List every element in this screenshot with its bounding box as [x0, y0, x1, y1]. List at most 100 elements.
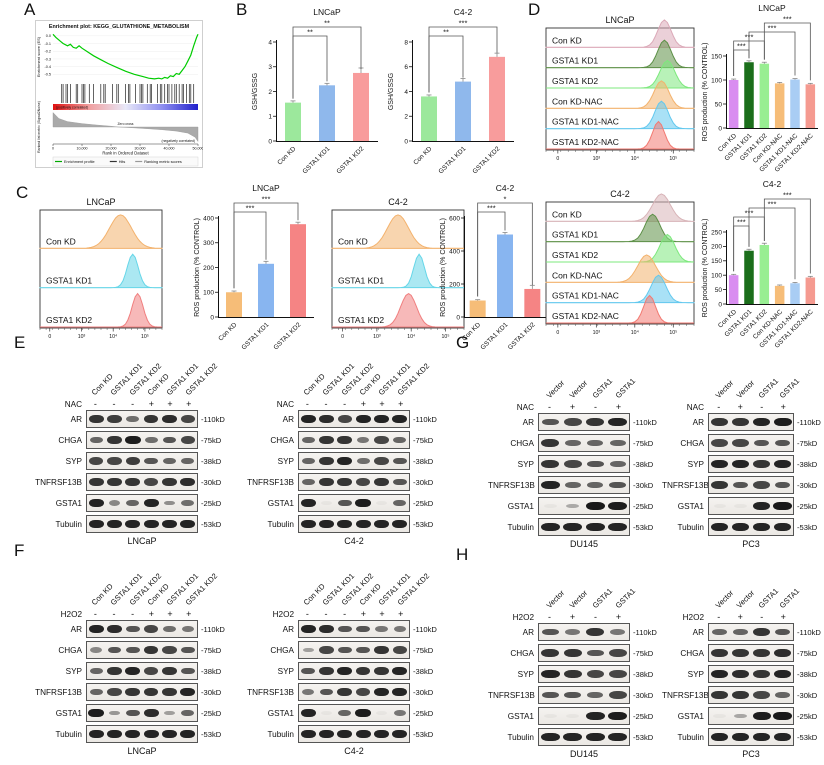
- blot-lane: [354, 663, 372, 679]
- flow-x-tick: 0: [556, 330, 559, 336]
- blot-lane: [562, 519, 585, 535]
- cell-line-label: DU145: [569, 749, 598, 759]
- blot-row-Tubulin: Tubulin -53kD: [30, 515, 240, 533]
- treatment-symbol: +: [615, 612, 622, 622]
- blot-row-SYP: SYP -38kD: [488, 455, 668, 473]
- y-tick-label: 300: [203, 240, 214, 247]
- molecular-weight-label: -110kD: [797, 417, 821, 427]
- blot-lane: [354, 411, 372, 427]
- blot-lane: [772, 456, 793, 472]
- flow-x-tick: 10⁴: [631, 330, 639, 336]
- blot-lane: [336, 663, 354, 679]
- protein-band: [300, 498, 316, 508]
- blot-lane: [372, 516, 390, 532]
- protein-band: [753, 670, 770, 678]
- blot-lane: [160, 453, 178, 469]
- protein-label: SYP: [517, 669, 534, 679]
- protein-band: [566, 504, 580, 508]
- treatment-symbol: +: [569, 612, 576, 622]
- protein-band: [374, 457, 389, 465]
- protein-band: [302, 647, 314, 653]
- blot-lane: [391, 432, 409, 448]
- protein-band: [356, 688, 371, 696]
- blot-lane: [317, 432, 335, 448]
- protein-band: [773, 501, 792, 511]
- lane-labels-row: Con KD GSTA1 KD1 GSTA1 KD2 Con KD GSTA1 KD1 G…: [30, 558, 240, 608]
- flow-title: C4-2: [388, 197, 408, 207]
- y-tick-label: 3: [268, 64, 272, 71]
- bar-GSTA1 KD2: [290, 224, 306, 317]
- blot-lane: [87, 432, 105, 448]
- molecular-weight-label: -110kD: [633, 627, 657, 637]
- blot-lane: [160, 726, 178, 742]
- blot-lane: [607, 708, 630, 724]
- lane-label: Vector: [713, 588, 736, 610]
- treatment-symbol: +: [737, 402, 743, 412]
- chart-title: C4-2: [496, 183, 515, 193]
- panel-label-g: G: [456, 333, 470, 352]
- protein-band: [162, 457, 177, 465]
- blot-lane: [179, 474, 197, 490]
- blot-strip: [538, 707, 630, 725]
- protein-band: [88, 729, 104, 739]
- protein-band: [162, 478, 177, 486]
- protein-band: [608, 732, 628, 742]
- protein-band: [710, 669, 729, 679]
- molecular-weight-label: -25kD: [633, 501, 654, 511]
- blot-lane: [105, 516, 123, 532]
- blot-lane: [179, 642, 197, 658]
- protein-band: [732, 649, 749, 657]
- blot-lane: [391, 663, 409, 679]
- protein-band: [713, 714, 726, 718]
- gsea-xlabel: Rank in Ordered Dataset: [102, 151, 149, 156]
- treatment-symbols: - - - + + +: [86, 609, 198, 619]
- blot-lane: [105, 663, 123, 679]
- protein-band: [180, 729, 196, 739]
- protein-band: [181, 626, 195, 632]
- blot-row-CHGA: CHGA -75kD: [242, 431, 452, 449]
- molecular-weight-label: -25kD: [413, 708, 434, 718]
- protein-band: [587, 481, 604, 489]
- blot-lane: [562, 498, 585, 514]
- x-category-label: Con KD: [217, 321, 238, 342]
- blot-lane: [317, 621, 335, 637]
- flow-curve-GSTA1 KD1-NAC: [545, 100, 695, 130]
- treatment-row: NAC - + - +: [662, 401, 824, 413]
- protein-band: [753, 460, 770, 468]
- protein-band: [753, 691, 770, 699]
- protein-band: [107, 646, 122, 654]
- blot-lane: [751, 645, 772, 661]
- protein-band: [301, 689, 315, 695]
- treatment-symbol: -: [93, 399, 97, 409]
- blot-lane: [372, 705, 390, 721]
- blot-row-AR: AR -110kD: [488, 623, 668, 641]
- blot-lane: [354, 516, 372, 532]
- treatment-symbol: -: [343, 609, 347, 619]
- y-axis-label: ROS production (% CONTROL): [702, 219, 709, 318]
- protein-band: [144, 437, 158, 443]
- flow-curve-Con KD: [39, 214, 163, 249]
- blot-lane: [179, 411, 197, 427]
- protein-band: [318, 414, 334, 424]
- molecular-weight-label: -25kD: [413, 498, 434, 508]
- molecular-weight-label: -38kD: [413, 456, 434, 466]
- blot-lane: [179, 726, 197, 742]
- blot-lane: [730, 414, 751, 430]
- lane-labels-row: Vector Vector GSTA1 GSTA1: [662, 355, 824, 401]
- y-tick-label: 50: [715, 287, 723, 294]
- sig-stars: ***: [262, 195, 271, 204]
- blot-lane: [539, 456, 562, 472]
- blot-lane: [124, 621, 142, 637]
- protein-label: SYP: [277, 666, 294, 676]
- western-blot-e-c42: Con KD GSTA1 KD1 GSTA1 KD2 Con KD GSTA1 KD1 G…: [242, 348, 452, 546]
- blot-lane: [354, 705, 372, 721]
- blot-lane: [179, 516, 197, 532]
- protein-band: [88, 478, 104, 486]
- x-category-label: GSTA1 KD2: [336, 145, 366, 175]
- lane-labels-row: Con KD GSTA1 KD1 GSTA1 KD2 Con KD GSTA1 KD1 G…: [242, 348, 452, 398]
- y-tick-label: 0: [718, 125, 722, 132]
- chart-title: C4-2: [454, 7, 473, 17]
- blot-lane: [87, 621, 105, 637]
- blot-lane: [317, 663, 335, 679]
- y-tick-label: 2: [404, 114, 408, 121]
